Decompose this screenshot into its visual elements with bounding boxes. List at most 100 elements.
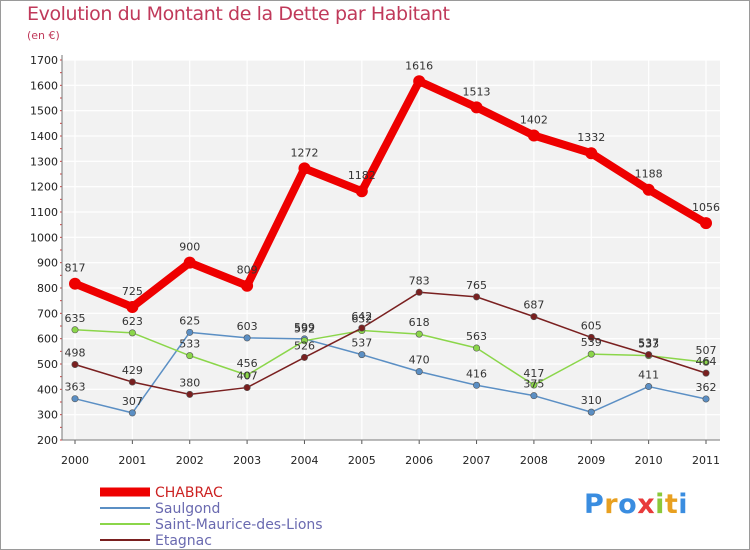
data-label-saint-maurice-des-lions: 533 — [638, 338, 659, 351]
chart-subtitle: (en €) — [27, 29, 60, 42]
x-tick-label: 2011 — [692, 454, 720, 467]
logo-letter: r — [604, 489, 619, 520]
series-line-saulgond — [74, 331, 707, 414]
legend-label-etagnac: Etagnac — [155, 533, 212, 549]
data-label-chabrac: 725 — [122, 285, 143, 298]
series-line-etagnac — [74, 291, 707, 396]
y-tick-label: 400 — [37, 383, 58, 396]
y-tick-label: 1400 — [30, 130, 58, 143]
data-point-saulgond — [415, 368, 423, 376]
series-line-chabrac — [73, 77, 709, 311]
y-tick-label: 300 — [37, 409, 58, 422]
data-label-chabrac: 1188 — [635, 168, 663, 181]
data-point-saulgond — [358, 351, 366, 359]
data-point-chabrac — [126, 301, 139, 313]
data-label-saint-maurice-des-lions: 592 — [294, 323, 315, 336]
logo-letter: x — [637, 489, 656, 520]
data-label-etagnac: 407 — [237, 370, 258, 383]
data-label-saint-maurice-des-lions: 618 — [409, 316, 430, 329]
logo-letter: i — [655, 489, 665, 520]
x-tick-label: 2004 — [290, 454, 318, 467]
data-point-saulgond — [645, 383, 653, 391]
series-line-saint-maurice-des-lions — [74, 329, 707, 386]
data-label-chabrac: 1332 — [577, 131, 605, 144]
x-tick-label: 2006 — [405, 454, 433, 467]
legend-label-saulgond: Saulgond — [155, 501, 220, 517]
data-label-etagnac: 464 — [696, 355, 717, 368]
data-label-saulgond: 603 — [237, 320, 258, 333]
data-point-saint-maurice-des-lions — [243, 371, 251, 379]
data-point-saint-maurice-des-lions — [587, 350, 595, 358]
data-point-etagnac — [415, 288, 423, 296]
data-point-chabrac — [700, 217, 712, 230]
data-point-etagnac — [186, 390, 194, 398]
data-label-etagnac: 498 — [65, 347, 86, 360]
data-point-saint-maurice-des-lions — [702, 358, 710, 366]
data-label-saulgond: 411 — [638, 369, 659, 382]
data-label-saint-maurice-des-lions: 456 — [237, 357, 258, 370]
data-label-saulgond: 416 — [466, 367, 487, 380]
data-label-chabrac: 1182 — [348, 169, 376, 182]
data-point-etagnac — [645, 351, 653, 359]
data-label-chabrac: 1056 — [692, 201, 720, 214]
data-label-chabrac: 1402 — [520, 113, 548, 126]
legend: CHABRACSaulgondSaint-Maurice-des-LionsEt… — [100, 485, 323, 549]
data-label-etagnac: 605 — [581, 319, 602, 332]
legend-label-chabrac: CHABRAC — [155, 485, 223, 501]
data-point-chabrac — [183, 256, 196, 269]
y-tick-label: 1600 — [30, 79, 58, 92]
x-tick-label: 2009 — [577, 454, 605, 467]
data-label-saulgond: 470 — [409, 354, 430, 367]
data-label-saint-maurice-des-lions: 417 — [523, 367, 544, 380]
data-point-chabrac — [298, 162, 311, 175]
data-point-etagnac — [530, 313, 538, 321]
data-label-chabrac: 1513 — [463, 85, 491, 98]
data-label-etagnac: 537 — [638, 337, 659, 350]
y-tick-label: 1300 — [30, 155, 58, 168]
data-point-etagnac — [243, 384, 251, 392]
data-point-saulgond — [186, 328, 194, 336]
data-point-chabrac — [585, 147, 598, 160]
data-label-etagnac: 783 — [409, 274, 430, 287]
y-tick-label: 1200 — [30, 181, 58, 194]
data-label-saint-maurice-des-lions: 533 — [179, 338, 200, 351]
y-tick-label: 500 — [37, 358, 58, 371]
data-point-saulgond — [71, 395, 79, 403]
data-label-etagnac: 687 — [523, 299, 544, 312]
data-point-chabrac — [69, 277, 81, 290]
x-tick-label: 2005 — [348, 454, 376, 467]
x-tick-label: 2000 — [61, 454, 89, 467]
y-tick-label: 700 — [37, 307, 58, 320]
data-point-etagnac — [473, 293, 481, 301]
data-label-etagnac: 380 — [179, 376, 200, 389]
y-tick-label: 1000 — [30, 231, 58, 244]
data-label-etagnac: 429 — [122, 364, 143, 377]
data-label-saulgond: 310 — [581, 394, 602, 407]
data-point-saint-maurice-des-lions — [186, 352, 194, 360]
x-tick-label: 2007 — [463, 454, 491, 467]
data-point-saulgond — [530, 392, 538, 400]
y-tick-label: 1500 — [30, 105, 58, 118]
data-label-saint-maurice-des-lions: 507 — [696, 344, 717, 357]
axis-layer: 200 300 400 500 600 700 800 900 1000 1100 1200 1300… — [30, 54, 720, 467]
chart-title: Evolution du Montant de la Dette par Hab… — [27, 3, 450, 25]
logo-letter: i — [678, 489, 689, 520]
data-label-saulgond: 362 — [696, 381, 717, 394]
grid-layer — [62, 59, 720, 441]
data-label-layer: 363 307 625 603 599 537 470 416 375 310 411 362 635 6… — [65, 59, 721, 408]
data-label-saulgond: 537 — [351, 337, 372, 350]
logo-letter: o — [618, 489, 638, 520]
data-point-saint-maurice-des-lions — [415, 330, 423, 338]
data-point-etagnac — [128, 378, 136, 386]
series-layer — [69, 75, 712, 417]
data-point-chabrac — [470, 101, 483, 114]
y-tick-label: 1100 — [30, 206, 58, 219]
data-point-etagnac — [702, 369, 710, 377]
x-tick-label: 2002 — [176, 454, 204, 467]
data-label-saint-maurice-des-lions: 632 — [351, 313, 372, 326]
data-point-etagnac — [358, 324, 366, 332]
x-tick-label: 2001 — [118, 454, 146, 467]
proxiti-logo: Proxiti — [584, 489, 688, 520]
x-tick-label: 2010 — [635, 454, 663, 467]
data-label-saint-maurice-des-lions: 623 — [122, 315, 143, 328]
